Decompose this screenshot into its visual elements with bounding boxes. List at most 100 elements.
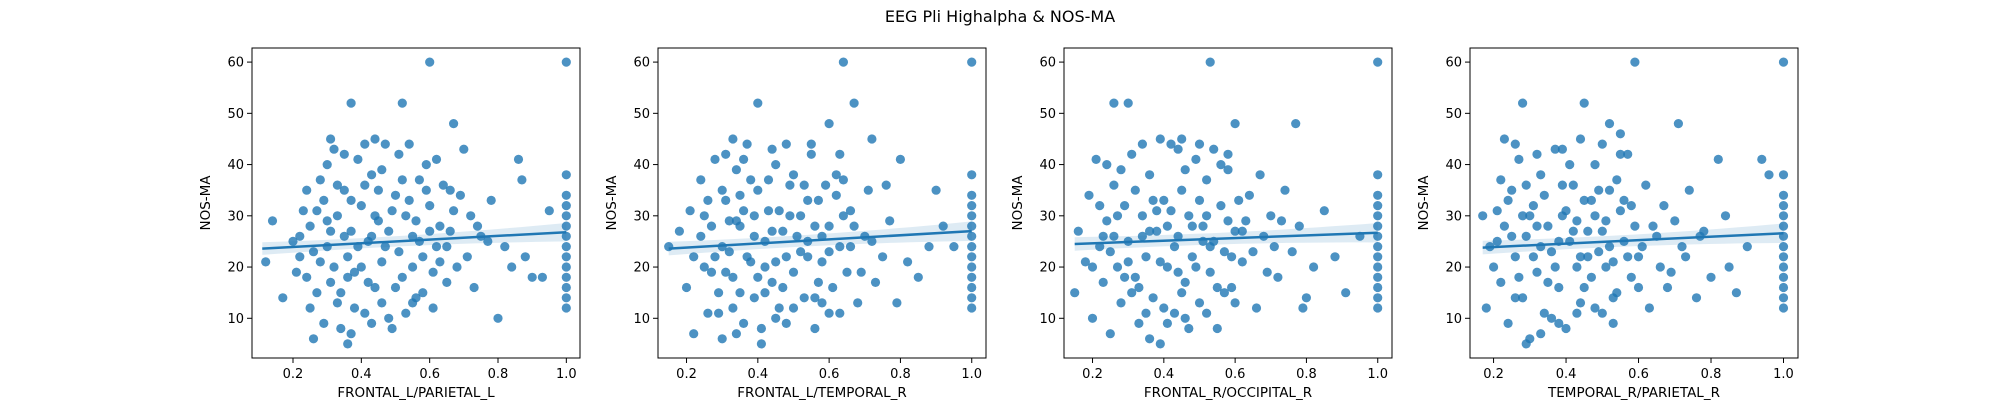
data-point (813, 195, 824, 205)
data-point (397, 175, 407, 185)
x-tick-label: 1.0 (1367, 367, 1388, 382)
data-point (1216, 160, 1226, 170)
data-point (1202, 308, 1212, 318)
data-point (728, 272, 738, 282)
x-axis-label: TEMPORAL_R/PARIETAL_R (1547, 385, 1720, 400)
data-point (561, 201, 571, 211)
data-point (967, 242, 977, 252)
data-point (1655, 262, 1665, 272)
data-point (1579, 282, 1589, 293)
data-point (749, 211, 759, 221)
scatter-panel-4: 0.2 0.4 0.6 0.8 1.0 10 20 30 40 50 60 TEMPORAL_R/PA… (1416, 47, 1799, 400)
data-point (483, 236, 493, 246)
data-point (442, 242, 452, 252)
data-point (336, 288, 346, 298)
data-point (1623, 252, 1633, 262)
y-tick-label: 50 (1445, 107, 1462, 122)
data-point (1543, 221, 1553, 231)
data-point (1080, 257, 1090, 267)
data-point (339, 149, 349, 159)
data-point (513, 154, 524, 164)
data-point (1194, 298, 1205, 308)
y-tick-label: 30 (633, 209, 650, 224)
data-point (967, 201, 977, 211)
x-tick-label: 0.6 (419, 367, 440, 382)
data-point (1778, 242, 1789, 252)
data-point (1778, 272, 1789, 282)
data-point (425, 226, 435, 236)
data-point (1633, 252, 1644, 262)
data-point (421, 185, 431, 195)
data-point (1510, 139, 1520, 149)
data-point (449, 119, 459, 129)
data-point (742, 139, 752, 149)
data-point (785, 211, 795, 221)
scatter-panel-3: 0.2 0.4 0.6 0.8 1.0 10 20 30 40 50 60 FRONTAL_R/OCC… (1010, 47, 1393, 400)
data-point (849, 98, 859, 108)
data-point (319, 195, 329, 205)
data-point (1109, 231, 1119, 241)
data-point (1507, 185, 1517, 195)
y-tick-label: 40 (1039, 158, 1056, 173)
data-point (1087, 313, 1098, 323)
data-point (1670, 216, 1680, 226)
data-point (892, 298, 902, 308)
data-point (1223, 165, 1233, 175)
data-point (1162, 318, 1172, 328)
data-point (763, 206, 774, 216)
data-point (1481, 303, 1491, 313)
data-point (561, 262, 571, 272)
data-point (367, 318, 377, 328)
data-point (329, 262, 339, 272)
data-point (343, 339, 353, 349)
data-point (1536, 170, 1546, 180)
data-point (1180, 277, 1190, 287)
data-point (735, 288, 745, 298)
data-point (1141, 252, 1151, 262)
data-point (380, 242, 390, 252)
data-point (949, 242, 959, 252)
data-point (1291, 119, 1301, 129)
data-point (1778, 262, 1789, 272)
data-point (1604, 242, 1615, 252)
data-point (1648, 221, 1658, 231)
data-point (414, 175, 424, 185)
axes-frame (1469, 47, 1799, 359)
data-point (1202, 211, 1212, 221)
data-point (1180, 165, 1190, 175)
data-point (377, 165, 387, 175)
data-point (1373, 272, 1383, 282)
data-point (817, 298, 827, 308)
data-point (308, 334, 319, 344)
data-point (710, 252, 720, 262)
y-tick-label: 50 (633, 107, 650, 122)
data-point (1684, 185, 1694, 195)
data-point (1720, 211, 1731, 221)
data-point (298, 206, 308, 216)
data-point (377, 298, 387, 308)
data-point (459, 144, 469, 154)
data-point (1070, 288, 1080, 298)
data-point (1130, 272, 1140, 282)
axes-frame (1063, 47, 1393, 359)
data-point (1691, 293, 1702, 303)
data-point (387, 206, 397, 216)
y-tick-label: 60 (633, 56, 650, 71)
data-point (1177, 134, 1187, 144)
x-tick-label: 0.2 (676, 367, 697, 382)
data-point (1615, 149, 1625, 159)
data-point (332, 298, 342, 308)
data-point (760, 288, 770, 298)
data-point (967, 231, 977, 241)
x-tick-label: 0.6 (819, 367, 840, 382)
data-point (760, 262, 770, 272)
data-point (561, 293, 571, 303)
data-point (1145, 334, 1155, 344)
data-point (824, 308, 834, 318)
y-axis-label: NOS-MA (1416, 175, 1432, 231)
data-point (561, 170, 571, 180)
data-point (1601, 216, 1611, 226)
regression-line (668, 229, 972, 250)
data-point (380, 139, 390, 149)
figure-title: EEG Pli Highalpha & NOS-MA (885, 7, 1115, 26)
